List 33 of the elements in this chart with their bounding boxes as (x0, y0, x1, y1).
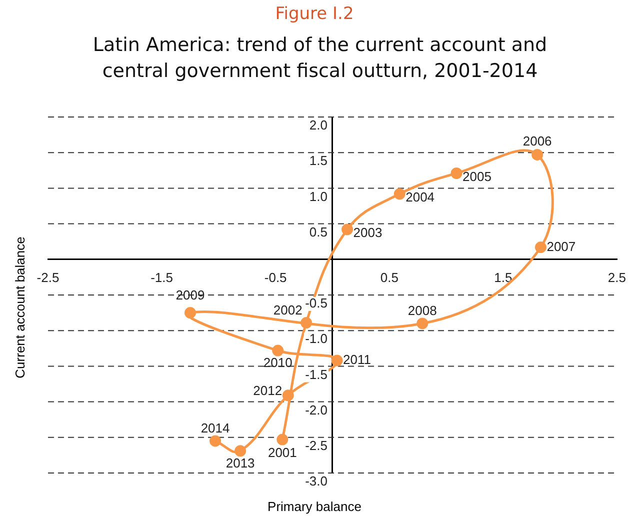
annotation: 2014 (200, 420, 230, 436)
x-tick-label: 0.5 (380, 270, 398, 285)
y-tick-label: -3.0 (305, 474, 328, 489)
x-axis-title: Primary balance (266, 499, 362, 514)
chart-subtitle: Latin America: trend of the current account and central government fiscal outturn, 2001-2014 (92, 33, 548, 84)
y-tick-label: 2.0 (309, 118, 328, 133)
annotation: 2005 (462, 168, 492, 184)
y-tick-label: -1.0 (305, 331, 328, 346)
y-tick-label: 1.5 (309, 153, 328, 168)
y-tick-label: 1.0 (309, 188, 328, 204)
annotation: 2006 (522, 133, 552, 148)
annotation: 2004 (406, 189, 435, 204)
y-tick-label: -2.0 (305, 402, 328, 418)
annotation: 2013 (226, 456, 255, 471)
annotation: 2011 (343, 352, 372, 368)
annotation: 2007 (546, 238, 576, 254)
chart-title: Figure I.2 (274, 4, 355, 24)
x-tick-label: -2.5 (36, 270, 60, 285)
y-axis-title: Current account balance (12, 236, 28, 380)
y-tick-label: 0.5 (309, 224, 328, 240)
x-tick-label: 1.5 (494, 270, 512, 285)
y-tick-label: -2.5 (305, 438, 328, 453)
x-tick-label: 2.5 (608, 270, 626, 285)
x-tick-label: -0.5 (264, 270, 287, 285)
annotation: 2003 (353, 225, 382, 240)
annotation: 2002 (273, 302, 302, 318)
annotation: 2001 (268, 445, 297, 460)
annotation: 2008 (408, 303, 437, 318)
x-tick-label: -1.5 (150, 270, 173, 285)
y-tick-label: -0.5 (305, 296, 328, 311)
y-tick-label: -1.5 (305, 366, 328, 382)
annotation: 2010 (263, 355, 292, 370)
annotation: 2012 (253, 382, 282, 398)
